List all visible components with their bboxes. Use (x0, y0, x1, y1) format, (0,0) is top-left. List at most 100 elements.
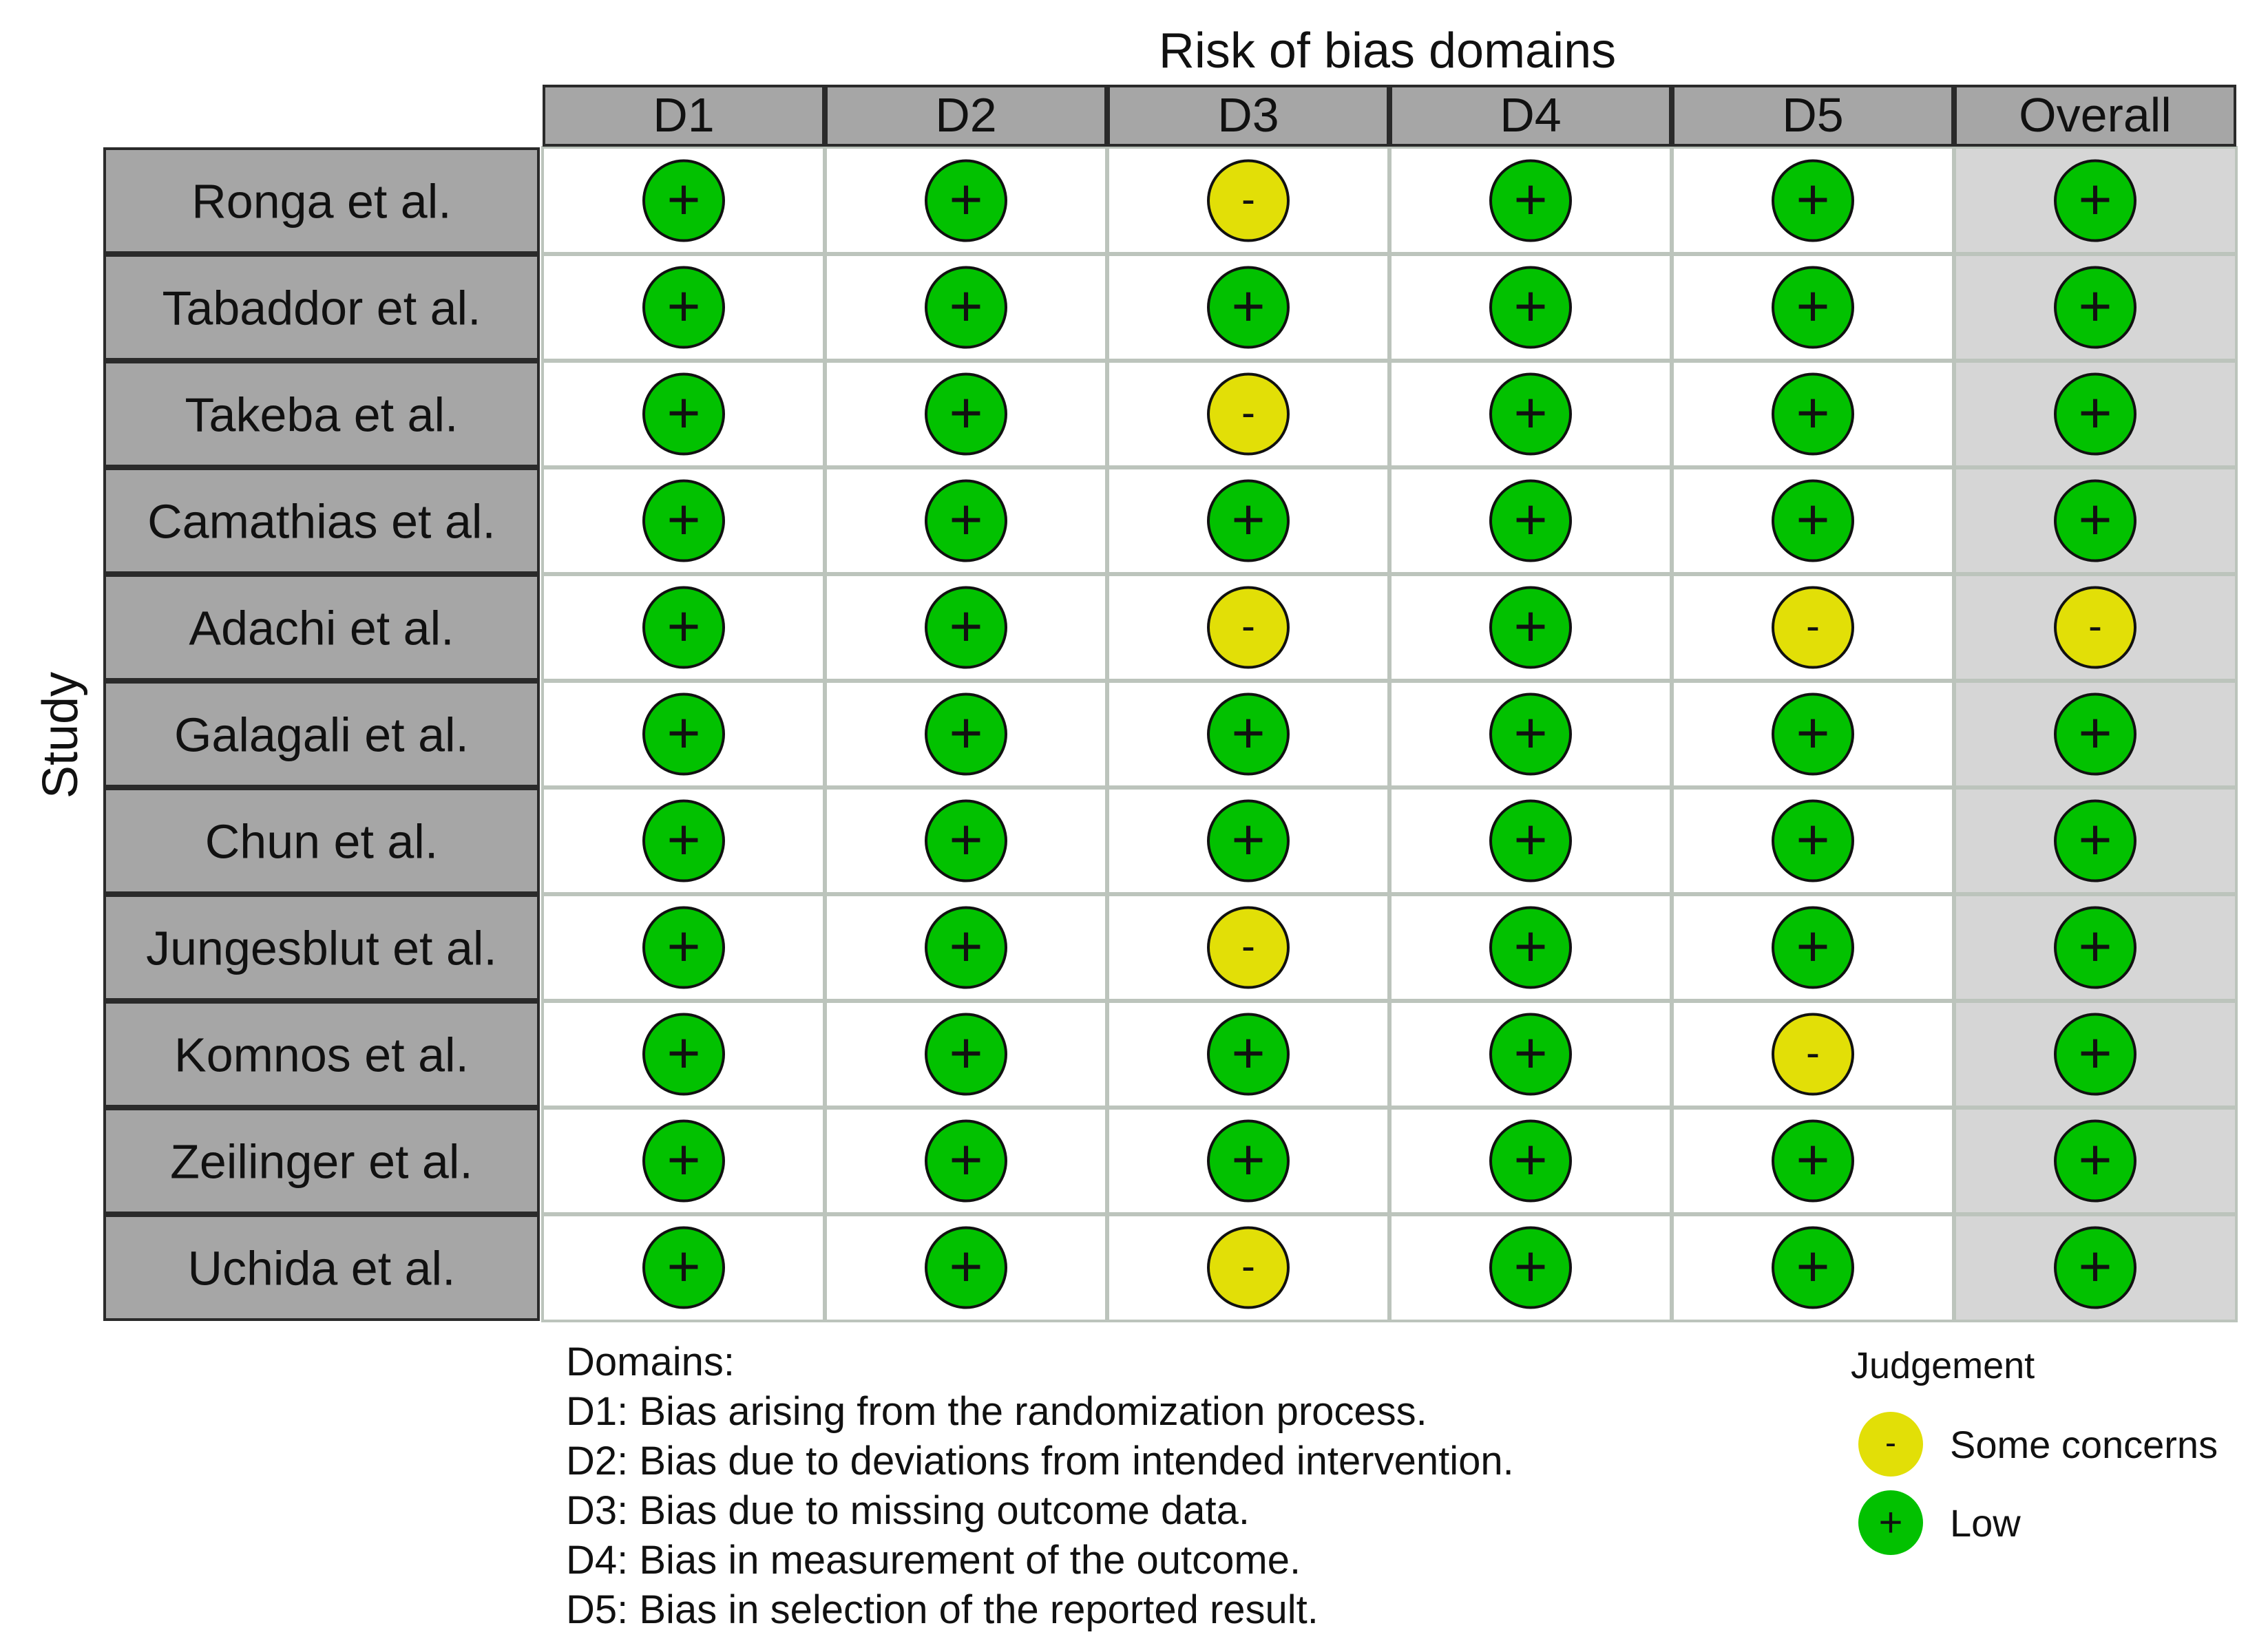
domain-header-box (1954, 85, 2236, 147)
judgement-symbol: - (1806, 1030, 1820, 1076)
judgement-symbol: + (1796, 807, 1829, 872)
judgement-circle (1207, 1226, 1290, 1309)
study-label: Jungesblut et al. (146, 922, 497, 975)
judgement-circle (2054, 586, 2136, 669)
judgement-circle (2054, 1013, 2136, 1096)
judgement-symbol: + (2078, 701, 2112, 765)
domain-header-label: D4 (1500, 88, 1561, 142)
judgement-symbol: + (949, 594, 983, 659)
judgement-circle (1772, 1013, 1854, 1096)
judgement-circle (1489, 692, 1572, 776)
judgement-symbol: + (2078, 914, 2112, 979)
judgement-symbol: + (666, 167, 700, 232)
judgement-circle (2054, 906, 2136, 989)
judgement-circle (1207, 1119, 1290, 1203)
judgement-circle (642, 1119, 725, 1203)
judgement-marks: + + - + + + + + + + + + + + - + + + + + + + + + + + - + - - + + + + + + + + + +… (642, 159, 2136, 1309)
judgement-circle (1489, 1119, 1572, 1203)
judgement-circle (925, 479, 1007, 562)
judgement-circle (642, 159, 725, 242)
study-label: Chun et al. (205, 815, 439, 869)
judgement-symbol: + (1513, 594, 1547, 659)
judgement-symbol: - (1241, 390, 1255, 436)
judgement-symbol: + (1796, 914, 1829, 979)
judgement-circle (1489, 586, 1572, 669)
judgement-circle (642, 906, 725, 989)
judgement-circle (925, 799, 1007, 882)
judgement-symbol: + (2078, 1234, 2112, 1299)
judgement-symbol: + (666, 274, 700, 339)
study-label-box (103, 894, 540, 1001)
judgement-circle (1207, 1013, 1290, 1096)
judgement-circle (925, 372, 1007, 456)
judgement-circle (2054, 479, 2136, 562)
domain-header-label: D5 (1782, 88, 1843, 142)
judgement-circle (1207, 266, 1290, 349)
table-grid (541, 146, 2238, 1322)
judgement-symbol: + (949, 701, 983, 765)
judgement-circle (642, 586, 725, 669)
judgement-circle (925, 266, 1007, 349)
judgement-symbol: + (1796, 701, 1829, 765)
domain-header-label: D3 (1217, 88, 1279, 142)
judgement-circle (1207, 906, 1290, 989)
judgement-symbol: + (1513, 701, 1547, 765)
judgement-circle (2054, 266, 2136, 349)
judgement-symbol: + (949, 807, 983, 872)
study-label: Uchida et al. (187, 1242, 455, 1295)
judgement-circle (925, 1013, 1007, 1096)
judgement-symbol: + (666, 914, 700, 979)
judgement-symbol: + (949, 914, 983, 979)
domain-header-box (1107, 85, 1389, 147)
judgement-symbol: + (666, 594, 700, 659)
domain-definition: D4: Bias in measurement of the outcome. (566, 1538, 1301, 1583)
study-label-box (103, 361, 540, 467)
judgement-symbol: + (666, 807, 700, 872)
judgement-symbol: + (949, 1234, 983, 1299)
judgement-circle (1772, 906, 1854, 989)
study-label: Camathias et al. (147, 495, 496, 549)
judgement-circle (2054, 372, 2136, 456)
study-label: Tabaddor et al. (162, 282, 481, 335)
judgement-circle (1489, 159, 1572, 242)
judgement-circle (1207, 372, 1290, 456)
domain-header-box (543, 85, 825, 147)
study-label-box (103, 254, 540, 361)
judgement-symbol: + (2078, 381, 2112, 445)
judgement-symbol: + (1796, 487, 1829, 552)
legend-label: Some concerns (1950, 1423, 2218, 1466)
judgement-circle (1489, 479, 1572, 562)
judgement-circle (1772, 1226, 1854, 1309)
judgement-circle (1207, 479, 1290, 562)
judgement-circle (925, 159, 1007, 242)
legend-label: Low (1950, 1501, 2021, 1545)
study-label: Galagali et al. (174, 708, 469, 762)
judgement-symbol: + (1231, 807, 1265, 872)
judgement-symbol: + (1513, 1234, 1547, 1299)
judgement-circle (1207, 586, 1290, 669)
judgement-circle (642, 1013, 725, 1096)
study-label-box (103, 681, 540, 787)
domain-header-label: D1 (653, 88, 714, 142)
judgement-symbol: + (1231, 487, 1265, 552)
domain-definitions: Domains: D1: Bias arising from the rando… (566, 1340, 1514, 1632)
judgement-symbol: + (2078, 1128, 2112, 1192)
judgement-symbol: + (666, 1128, 700, 1192)
judgement-symbol: + (949, 1021, 983, 1086)
judgement-circle (1489, 266, 1572, 349)
judgement-circle (642, 266, 725, 349)
judgement-circle (2054, 1119, 2136, 1203)
judgement-circle (642, 1226, 725, 1309)
judgement-symbol: + (666, 487, 700, 552)
study-label-box (103, 1001, 540, 1108)
judgement-symbol: + (949, 167, 983, 232)
judgement-symbol: - (1241, 923, 1255, 969)
judgement-symbol: + (949, 1128, 983, 1192)
judgement-symbol: + (1513, 914, 1547, 979)
judgement-circle (1772, 799, 1854, 882)
domain-headers: D1 D2 D3 D4 D5 Overall (543, 85, 2236, 147)
judgement-symbol: + (1231, 1128, 1265, 1192)
judgement-circle (642, 479, 725, 562)
judgement-circle (2054, 799, 2136, 882)
judgement-circle (1772, 159, 1854, 242)
